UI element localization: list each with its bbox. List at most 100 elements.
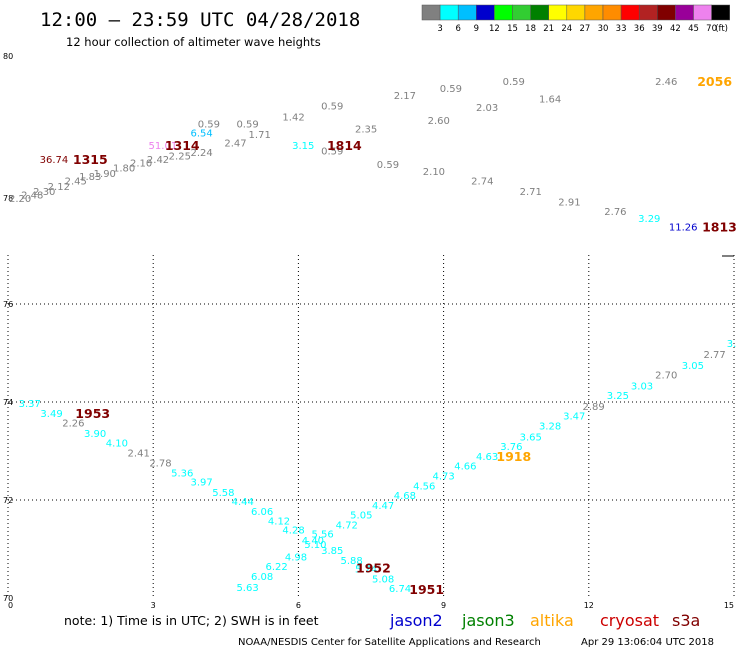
y-tick-label: 70 [3, 594, 13, 603]
swh-value: 3.29 [638, 214, 660, 225]
swh-value: 6.74 [389, 584, 411, 595]
satellite-legend: jason2 jason3 altika cryosat s3a [389, 611, 700, 630]
swh-value: 5.10 [304, 540, 326, 551]
pass-time-label: 1814 [327, 138, 362, 153]
swh-value: 2.25 [169, 151, 191, 162]
swh-value: 11.26 [669, 222, 698, 233]
swh-value: 2.48 [21, 190, 43, 201]
x-tick-label: 15 [724, 601, 734, 610]
legend-item-jason3: jason3 [461, 611, 515, 630]
swh-value: 5.05 [350, 511, 372, 522]
swh-value: 2.26 [62, 419, 84, 430]
pass-time-label: 1813 [702, 219, 737, 234]
scale-swatch [439, 4, 459, 21]
pass-time-label: 1953 [75, 406, 110, 421]
swh-value: 6.06 [251, 507, 273, 518]
swh-value: 3.76 [500, 442, 522, 453]
swh-value: 0.59 [236, 119, 258, 130]
pass-labels: 1315 1314 1814 2056 1813 1953 1952 1951 1918 [73, 74, 737, 597]
swh-value: 3.49 [40, 409, 62, 420]
y-tick-label: 80 [3, 52, 13, 61]
swh-value: 3.97 [190, 477, 212, 488]
scale-swatch [512, 4, 531, 21]
swh-value: 5.74 [355, 565, 377, 576]
swh-value: 2.10 [423, 167, 445, 178]
y-tick-label: 78 [3, 194, 13, 203]
swh-value: 4.63 [476, 452, 498, 463]
swh-value: 3.25 [607, 391, 629, 402]
color-scale: 3 6 9 12 15 18 21 24 27 30 33 36 39 42 45 70(ft) [421, 4, 730, 34]
y-tick-label: 76 [3, 300, 13, 309]
scale-swatch [494, 4, 513, 21]
footer-note: note: 1) Time is in UTC; 2) SWH is in fe… [64, 613, 319, 628]
swh-value: 2.46 [655, 77, 677, 88]
swh-value: 2.47 [224, 139, 246, 150]
bottom-panel-grid [7, 255, 735, 598]
scale-label: 12 [489, 24, 500, 34]
scale-swatch [584, 4, 604, 21]
swh-value: 2.10 [130, 159, 152, 170]
swh-value: 2.03 [476, 103, 498, 114]
scale-label: 18 [525, 24, 536, 34]
swh-value: 4.10 [106, 439, 128, 450]
scale-label: 27 [579, 24, 590, 34]
x-tick-label: 6 [296, 601, 301, 610]
scale-swatch [638, 4, 658, 21]
pass-time-label: 1951 [409, 582, 444, 597]
legend-item-cryosat: cryosat [600, 611, 659, 630]
swh-value: 4.12 [268, 517, 290, 528]
swh-value: 2.91 [558, 198, 580, 209]
scale-label: 45 [688, 24, 699, 34]
swh-value: 3.03 [631, 381, 653, 392]
swh-value: 6.22 [265, 562, 287, 573]
swh-value: 2.77 [704, 350, 726, 361]
pass-time-label: 1952 [356, 561, 391, 576]
swh-value: 4.73 [432, 472, 454, 483]
axis-ticks: 80 78 76 74 72 700 3 6 9 12 15 [3, 52, 734, 610]
x-tick-label: 3 [151, 601, 156, 610]
swh-value: 2.17 [394, 91, 416, 102]
swh-value: 3.05 [682, 361, 704, 372]
scale-label: 33 [616, 24, 627, 34]
credit-text: NOAA/NESDIS Center for Satellite Applica… [238, 637, 541, 648]
swh-value: 0.59 [440, 84, 462, 95]
scale-label: 6 [455, 24, 460, 34]
swh-value: 4.68 [394, 491, 416, 502]
swh-value: 3.37 [19, 399, 41, 410]
swh-value: 4.40 [302, 536, 324, 547]
swh-value: 3.47 [563, 412, 585, 423]
scale-label: 30 [598, 24, 609, 34]
swh-value: 5.36 [171, 469, 193, 480]
pass-time-label: 1918 [496, 449, 531, 464]
scale-label: 36 [634, 24, 645, 34]
scale-swatch [457, 4, 477, 21]
swh-value: 0.59 [321, 146, 343, 157]
pass-time-label: 2056 [697, 74, 732, 89]
scale-swatch [566, 4, 586, 21]
scale-label: 15 [507, 24, 518, 34]
pass-time-label: 1315 [73, 152, 108, 167]
swh-value: 2.30 [33, 187, 55, 198]
scale-swatch [657, 4, 676, 21]
y-tick-label: 74 [3, 398, 13, 407]
swh-value: 4.44 [232, 497, 254, 508]
swh-value: 4.72 [336, 521, 358, 532]
scale-swatch [421, 4, 441, 21]
legend-item-altika: altika [530, 611, 574, 630]
swh-value: 2.20 [9, 194, 31, 205]
swh-value: 0.59 [321, 102, 343, 113]
swh-value: 1.83 [79, 172, 101, 183]
swh-value: 36.74 [40, 155, 69, 166]
swh-value: 5.08 [372, 574, 394, 585]
swh-value: 1.71 [249, 130, 271, 141]
scale-label: 21 [543, 24, 554, 34]
swh-value: 2.42 [147, 155, 169, 166]
scale-label: 24 [561, 24, 572, 34]
y-tick-label: 72 [3, 496, 13, 505]
swh-value: 51.01 [149, 141, 178, 152]
swh-value: 3. [727, 339, 737, 350]
swh-value: 3.65 [520, 432, 542, 443]
swh-value: 2.24 [190, 148, 212, 159]
swh-value: 5.63 [236, 583, 258, 594]
